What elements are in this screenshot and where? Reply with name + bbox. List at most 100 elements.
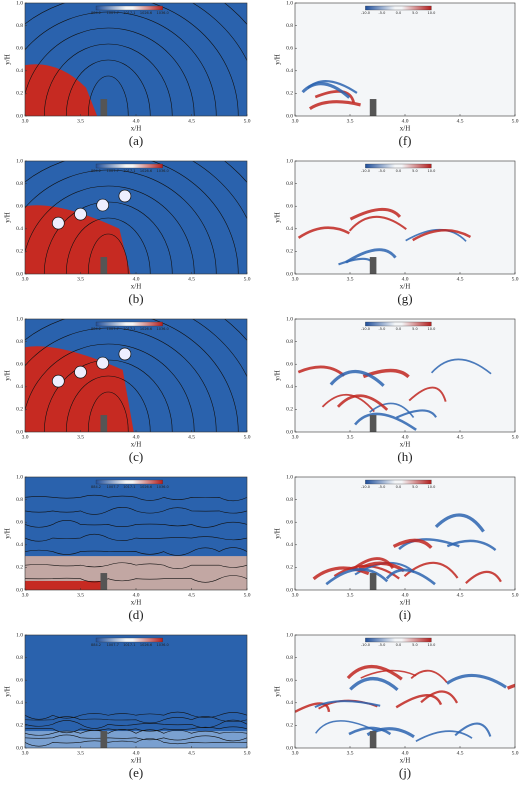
x-tick-label: 4.5 [188,118,195,124]
colorbar-label: 884.2 [91,169,101,173]
y-axis-label: y/H [4,54,12,65]
obstacle [369,257,377,274]
vortex-sheet [325,568,389,586]
colorbar-label: 1036.0 [157,327,169,331]
x-tick-label: 5.0 [512,592,519,598]
y-tick-label: 0.8 [286,181,293,187]
vortex-sheet [369,402,415,419]
x-tick-label: 3.0 [22,434,29,440]
x-tick-label: 4.5 [188,434,195,440]
vortex-sheet [410,669,448,683]
colorbar [95,479,163,485]
x-tick-label: 4.5 [457,592,464,598]
streamline [43,43,173,116]
x-tick-label: 3.0 [22,118,29,124]
streamline [25,327,217,432]
colorbar-label: 1017.1 [123,11,135,15]
field [295,477,515,590]
field-bg [295,635,515,748]
colorbar-label: 884.2 [91,327,101,331]
colorbar [95,637,163,643]
y-tick-label: 0.4 [16,68,23,74]
heavy-fluid [25,580,103,590]
x-axis-label: x/H [131,125,142,133]
x-tick-label: 3.0 [292,750,299,756]
colorbar-label: -10.0 [361,11,370,15]
colorbar-label: 0.0 [396,485,402,489]
streamline [87,391,129,432]
vortex [118,347,132,361]
x-axis-label: x/H [131,599,142,607]
x-tick-label: 4.0 [402,276,409,282]
vortex-sheet [336,394,389,411]
x-tick-label: 3.0 [22,276,29,282]
y-axis-label: y/H [274,54,282,65]
colorbar-label: 0.0 [396,327,402,331]
vortex [118,189,132,203]
streamline [65,59,151,116]
y-tick-label: 0.6 [286,519,293,525]
vortex-sheet [348,215,407,232]
obstacle [100,731,108,748]
streamline [25,719,247,729]
panel-label: (a) [129,133,143,148]
colorbar-label: 884.2 [91,485,101,489]
y-tick-label: 0.0 [286,587,293,593]
x-axis-label: x/H [400,283,411,291]
x-tick-label: 4.0 [402,118,409,124]
x-tick-label: 4.5 [188,276,195,282]
streamline [25,494,247,502]
y-tick-label: 0.6 [286,361,293,367]
y-axis-label: y/H [274,212,282,223]
colorbar-label: -5.0 [378,11,385,15]
colorbar-label: 1007.7 [107,643,119,647]
streamline [25,27,195,116]
x-tick-label: 4.5 [457,276,464,282]
x-tick-label: 3.5 [347,592,354,598]
vortex-sheet [392,538,433,550]
vortex-sheet [358,561,405,573]
vortex-sheet [314,700,381,709]
y-tick-label: 1.0 [286,158,293,164]
colorbar-label: 5.0 [412,643,418,647]
mixed-layer [25,731,247,748]
colorbar [95,5,163,11]
colorbar-label: 10.0 [428,485,436,489]
colorbar-label: 10.0 [428,643,436,647]
colorbar-label: 1026.6 [140,327,152,331]
vortex-sheet [315,720,378,734]
y-tick-label: 1.0 [16,316,23,322]
heavy-fluid [25,205,131,274]
y-tick-label: 1.0 [286,316,293,322]
colorbar [365,479,432,485]
y-tick-label: 0.8 [286,23,293,29]
colorbar-label: 884.2 [91,643,101,647]
colorbar [365,5,432,11]
x-axis-label: x/H [131,441,142,449]
y-tick-label: 0.0 [286,745,293,751]
y-tick-label: 0.2 [16,723,23,729]
y-tick-label: 0.6 [16,677,23,683]
y-tick-label: 1.0 [286,474,293,480]
vortex-sheet [385,568,436,586]
x-tick-label: 4.0 [133,118,140,124]
panel-label: (i) [399,607,411,622]
colorbar-label: -5.0 [378,643,385,647]
colorbar-label: 1017.1 [123,643,135,647]
streamline [25,729,247,736]
vortex-sheet [446,539,497,552]
y-tick-label: 0.4 [16,226,23,232]
field [295,3,515,116]
streamline [25,734,247,742]
vortex-sheet [308,100,361,111]
x-tick-label: 3.5 [347,276,354,282]
colorbar-label: 5.0 [412,485,418,489]
streamline [25,520,247,528]
x-axis-label: x/H [131,283,142,291]
y-tick-label: 0.0 [16,587,23,593]
colorbar-label: 10.0 [428,11,436,15]
field [295,319,515,432]
colorbar [365,637,432,643]
field [295,161,515,274]
